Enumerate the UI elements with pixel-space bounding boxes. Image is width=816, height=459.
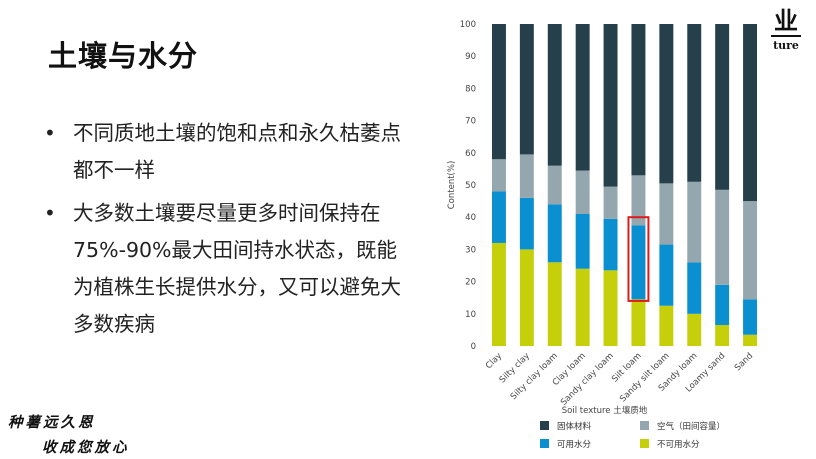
brand-logo: 业 ture <box>766 8 806 52</box>
bar-segment <box>687 262 702 314</box>
y-tick-label: 30 <box>465 245 476 255</box>
bar-segment <box>603 24 618 187</box>
bar-segment <box>519 154 534 198</box>
bar-segment <box>491 191 506 243</box>
logo-word: ture <box>773 39 799 52</box>
bar-segment <box>743 299 758 335</box>
bullet-item: • 大多数土壤要尽量更多时间保持在75%-90%最大田间持水状态，既能为植株生长… <box>40 195 415 343</box>
bar-segment <box>631 175 646 226</box>
bar-segment <box>715 284 730 326</box>
logo-rule <box>771 35 801 37</box>
x-tick-label: Sandy silt loam <box>618 351 671 404</box>
y-tick-label: 60 <box>465 149 476 159</box>
bar-segment <box>547 24 562 166</box>
bar-segment <box>743 334 758 346</box>
soil-content-chart: 0102030405060708090100Content(%)ClaySilt… <box>447 20 758 450</box>
x-tick-label: Sandy clay loam <box>559 351 616 408</box>
legend-label: 不可用水分 <box>657 439 700 450</box>
tagline-line-1: 种薯远久恩 <box>8 414 96 431</box>
y-tick-label: 10 <box>465 310 476 320</box>
bar-segment <box>575 170 590 214</box>
tagline-line-2: 收成您放心 <box>42 439 130 456</box>
bar-segment <box>631 24 646 176</box>
bar-segment <box>659 24 674 184</box>
y-tick-label: 50 <box>465 181 476 191</box>
legend-swatch <box>540 421 549 430</box>
bar-segment <box>547 262 562 346</box>
x-axis-label: Soil texture 土壤质地 <box>562 405 648 416</box>
bar-segment <box>575 268 590 346</box>
bar-segment <box>575 24 590 171</box>
bar-segment <box>603 218 618 271</box>
bar-segment <box>743 201 758 300</box>
bar-segment <box>603 186 618 219</box>
bar-segment <box>603 270 618 346</box>
legend-swatch <box>540 439 549 448</box>
y-tick-label: 20 <box>465 278 476 288</box>
y-tick-label: 70 <box>465 117 476 127</box>
bullet-dot-icon: • <box>44 121 56 145</box>
bar-segment <box>491 159 506 192</box>
bar-segment <box>687 24 702 182</box>
bar-segment <box>715 189 730 285</box>
bar-segment <box>631 299 646 346</box>
x-tick-label: Clay <box>484 351 504 371</box>
bullet-text: 大多数土壤要尽量更多时间保持在75%-90%最大田间持水状态，既能为植株生长提供… <box>73 201 401 336</box>
legend-label: 可用水分 <box>557 439 592 450</box>
bar-segment <box>491 242 506 346</box>
bar-segment <box>491 24 506 160</box>
bar-segment <box>715 325 730 346</box>
y-tick-label: 100 <box>460 20 476 30</box>
bar-segment <box>631 225 646 300</box>
bar-segment <box>519 249 534 346</box>
legend-label: 固体材料 <box>557 421 592 432</box>
y-axis-label: Content(%) <box>447 161 457 210</box>
y-tick-label: 90 <box>465 52 476 62</box>
x-tick-label: Sand <box>733 351 755 373</box>
bar-segment <box>659 244 674 306</box>
bar-segment <box>743 24 758 202</box>
bar-segment <box>519 24 534 155</box>
bullet-list: • 不同质地土壤的饱和点和永久枯萎点都不一样 • 大多数土壤要尽量更多时间保持在… <box>40 115 415 349</box>
bar-segment <box>547 165 562 205</box>
legend-label: 空气（田间容量） <box>657 421 725 432</box>
bar-segment <box>687 313 702 346</box>
slide-title: 土壤与水分 <box>48 39 199 73</box>
bar-segment <box>575 213 590 269</box>
bar-segment <box>659 305 674 346</box>
bar-segment <box>547 204 562 263</box>
bar-segment <box>715 24 730 190</box>
bullet-dot-icon: • <box>44 201 56 225</box>
y-tick-label: 0 <box>471 342 476 352</box>
legend-swatch <box>640 421 649 430</box>
bullet-item: • 不同质地土壤的饱和点和永久枯萎点都不一样 <box>40 115 415 189</box>
bar-segment <box>687 181 702 263</box>
y-tick-label: 40 <box>465 213 476 223</box>
logo-mark: 业 <box>774 6 798 35</box>
y-tick-label: 80 <box>465 84 476 94</box>
bullet-text: 不同质地土壤的饱和点和永久枯萎点都不一样 <box>73 121 401 182</box>
bar-segment <box>659 183 674 245</box>
highlight-box <box>627 216 650 302</box>
bar-segment <box>519 197 534 250</box>
legend-swatch <box>640 439 649 448</box>
